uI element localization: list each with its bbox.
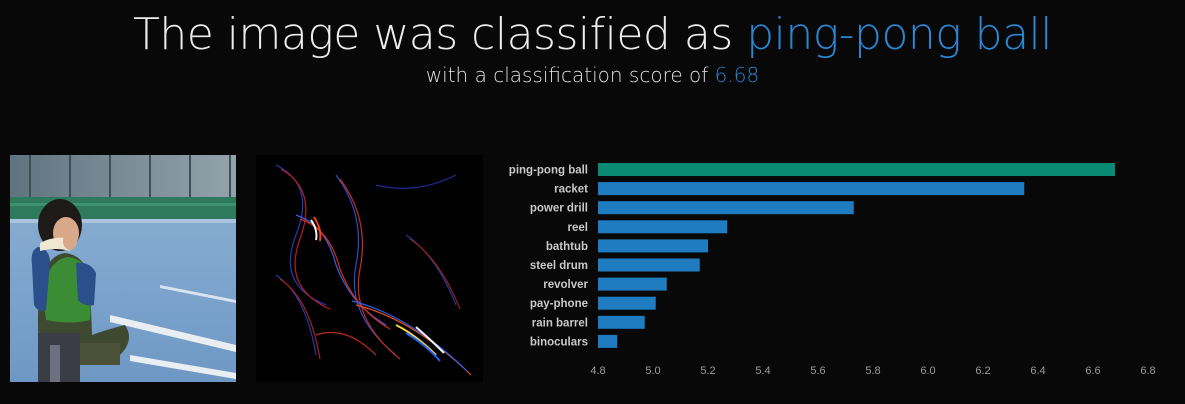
- page-subtitle: with a classification score of 6.68: [0, 62, 1185, 88]
- classification-score: 6.68: [714, 63, 760, 87]
- bar-7: [598, 296, 656, 310]
- category-label-6: revolver: [543, 279, 588, 291]
- scores-bar-chart: ping-pong ball racket power drill reel batht…: [490, 155, 1180, 385]
- category-label-0: ping-pong ball: [509, 165, 588, 177]
- category-label-8: rain barrel: [532, 317, 588, 329]
- subtitle-prefix: with a classification score of: [425, 63, 715, 87]
- predicted-label: ping-pong ball: [746, 9, 1052, 60]
- category-label-5: steel drum: [530, 260, 588, 272]
- category-label-3: reel: [568, 222, 588, 234]
- bar-8: [598, 315, 645, 329]
- x-tick-label-3: 5.4: [755, 365, 770, 377]
- x-tick-label-1: 5.0: [645, 365, 660, 377]
- x-tick-label-9: 6.6: [1085, 365, 1100, 377]
- category-label-2: power drill: [530, 203, 588, 215]
- saliency-map-image: [256, 155, 483, 382]
- category-label-9: binoculars: [530, 336, 588, 348]
- bar-2: [598, 201, 854, 215]
- bar-5: [598, 258, 700, 272]
- x-tick-label-10: 6.8: [1140, 365, 1155, 377]
- x-tick-label-6: 6.0: [920, 365, 935, 377]
- x-tick-label-2: 5.2: [700, 365, 715, 377]
- category-label-1: racket: [554, 184, 588, 196]
- bar-4: [598, 239, 708, 253]
- saliency-map-picture: [256, 155, 483, 382]
- bar-6: [598, 277, 667, 291]
- title-prefix: The image was classified as: [132, 9, 747, 60]
- category-label-7: pay-phone: [530, 298, 588, 310]
- scores-bar-chart-svg: ping-pong ball racket power drill reel batht…: [509, 163, 1156, 377]
- x-tick-label-0: 4.8: [590, 365, 605, 377]
- x-tick-label-5: 5.8: [865, 365, 880, 377]
- bar-1: [598, 182, 1025, 196]
- x-tick-label-4: 5.6: [810, 365, 825, 377]
- page-title: The image was classified as ping-pong ba…: [0, 6, 1185, 64]
- input-image-picture: [10, 155, 236, 382]
- x-tick-label-7: 6.2: [975, 365, 990, 377]
- bar-9: [598, 334, 618, 348]
- bar-3: [598, 220, 728, 234]
- x-tick-label-8: 6.4: [1030, 365, 1045, 377]
- category-label-4: bathtub: [546, 241, 588, 253]
- bar-0: [598, 163, 1115, 176]
- input-image: [10, 155, 236, 382]
